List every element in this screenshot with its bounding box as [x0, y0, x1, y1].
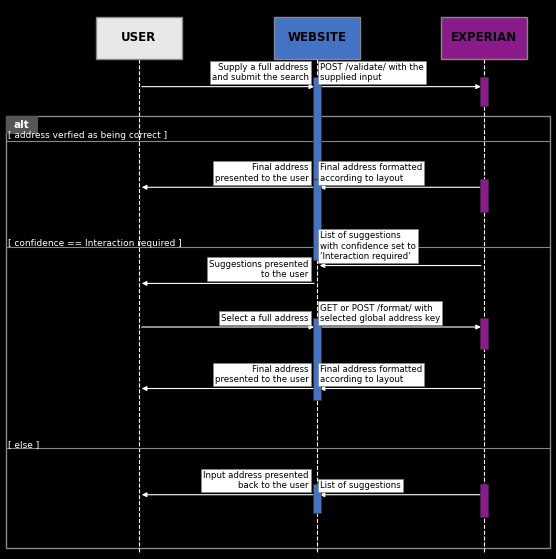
- Text: [ confidence == Interaction required ]: [ confidence == Interaction required ]: [8, 239, 182, 248]
- Bar: [313, 179, 321, 260]
- Bar: [313, 77, 321, 179]
- Text: GET or POST /format/ with
selected global address key: GET or POST /format/ with selected globa…: [320, 303, 440, 323]
- Bar: [274, 17, 360, 59]
- Bar: [313, 484, 321, 513]
- Text: Select a full address: Select a full address: [221, 314, 309, 323]
- Text: Input address presented
back to the user: Input address presented back to the user: [203, 471, 309, 490]
- Text: Final address formatted
according to layout: Final address formatted according to lay…: [320, 163, 422, 183]
- Text: Supply a full address
and submit the search: Supply a full address and submit the sea…: [212, 63, 309, 82]
- Text: List of suggestions
with confidence set to
'Interaction required': List of suggestions with confidence set …: [320, 231, 415, 261]
- Text: USER: USER: [121, 31, 157, 44]
- Text: Final address
presented to the user: Final address presented to the user: [215, 364, 309, 384]
- Text: Final address
presented to the user: Final address presented to the user: [215, 163, 309, 183]
- Text: List of suggestions: List of suggestions: [320, 481, 400, 490]
- Text: EXPERIAN: EXPERIAN: [450, 31, 517, 44]
- Text: WEBSITE: WEBSITE: [287, 31, 346, 44]
- Text: Final address formatted
according to layout: Final address formatted according to lay…: [320, 364, 422, 384]
- Bar: [480, 484, 488, 517]
- Bar: [480, 179, 488, 212]
- Text: [ address verfied as being correct ]: [ address verfied as being correct ]: [8, 131, 167, 140]
- Bar: [313, 318, 321, 400]
- Text: POST /validate/ with the
supplied input: POST /validate/ with the supplied input: [320, 63, 424, 82]
- Bar: [96, 17, 182, 59]
- Text: Suggestions presented
to the user: Suggestions presented to the user: [209, 259, 309, 279]
- Bar: [480, 318, 488, 349]
- Bar: [6, 116, 38, 134]
- Text: alt: alt: [14, 120, 29, 130]
- Bar: [440, 17, 527, 59]
- Bar: [480, 77, 488, 106]
- Bar: [6, 116, 550, 548]
- Text: [ else ]: [ else ]: [8, 440, 39, 449]
